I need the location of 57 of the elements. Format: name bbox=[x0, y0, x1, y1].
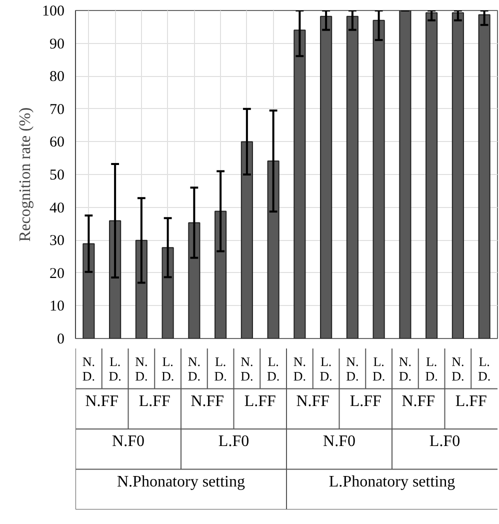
x-tick-label: N. D. bbox=[452, 354, 464, 384]
x-tick-label: N. D. bbox=[188, 354, 201, 384]
bar bbox=[135, 240, 148, 338]
bar bbox=[267, 160, 280, 338]
bar bbox=[372, 20, 385, 338]
y-tick-label: 30 bbox=[50, 233, 64, 250]
x-tick-label: N. D. bbox=[240, 354, 254, 384]
y-tick-label: 70 bbox=[50, 102, 64, 118]
bar bbox=[426, 12, 438, 338]
bar bbox=[240, 141, 253, 338]
bar bbox=[188, 222, 200, 338]
bar bbox=[82, 243, 95, 338]
bar bbox=[452, 12, 464, 338]
bar bbox=[162, 247, 174, 338]
x-tick-label: L. D. bbox=[425, 354, 438, 384]
text: L.Phonatory setting bbox=[328, 473, 456, 490]
bar bbox=[346, 16, 358, 338]
y-axis-title: Recognition rate (%) bbox=[17, 107, 34, 242]
text: N.F0 bbox=[323, 433, 356, 450]
bar bbox=[478, 14, 490, 338]
x-tick-label: L. D. bbox=[478, 354, 491, 384]
y-tick-label: 90 bbox=[50, 36, 64, 52]
text: L.F0 bbox=[218, 433, 250, 450]
text: N.Phonatory setting bbox=[117, 473, 246, 490]
bar bbox=[320, 16, 332, 338]
x-tick-label: N. D. bbox=[346, 354, 359, 384]
text: L.F0 bbox=[429, 433, 460, 450]
x-tick-label: N. D. bbox=[135, 354, 148, 384]
text: N.FF bbox=[190, 392, 224, 410]
text: N.FF bbox=[296, 392, 330, 410]
y-tick-label: 100 bbox=[42, 4, 64, 20]
text: N.FF bbox=[85, 392, 119, 410]
x-tick-label: L. D. bbox=[108, 354, 122, 384]
y-tick-label: 80 bbox=[50, 69, 64, 86]
text: N.FF bbox=[402, 392, 436, 410]
text: L.FF bbox=[138, 392, 171, 410]
y-tick-label: 20 bbox=[50, 266, 64, 282]
bar bbox=[399, 10, 412, 338]
x-tick-label: L. D. bbox=[320, 354, 332, 384]
y-tick-label: 50 bbox=[50, 168, 64, 184]
y-tick-label: 0 bbox=[57, 332, 64, 348]
bar bbox=[294, 30, 306, 338]
x-tick-label: L. D. bbox=[161, 354, 174, 384]
y-tick-label: 10 bbox=[50, 298, 64, 315]
x-tick-label: N. D. bbox=[82, 354, 96, 384]
text: L.FF bbox=[455, 392, 488, 410]
bar bbox=[214, 210, 227, 338]
x-tick-label: N. D. bbox=[398, 354, 412, 384]
x-tick-label: L. D. bbox=[214, 354, 227, 384]
text: N.F0 bbox=[112, 433, 144, 450]
x-tick-label: L. D. bbox=[372, 354, 386, 384]
x-tick-label: L. D. bbox=[266, 354, 280, 384]
text: L.FF bbox=[244, 392, 276, 410]
text: L.FF bbox=[350, 392, 382, 410]
y-tick-label: 60 bbox=[50, 134, 64, 151]
y-tick-label: 40 bbox=[50, 200, 64, 216]
x-tick-label: N. D. bbox=[293, 354, 306, 384]
